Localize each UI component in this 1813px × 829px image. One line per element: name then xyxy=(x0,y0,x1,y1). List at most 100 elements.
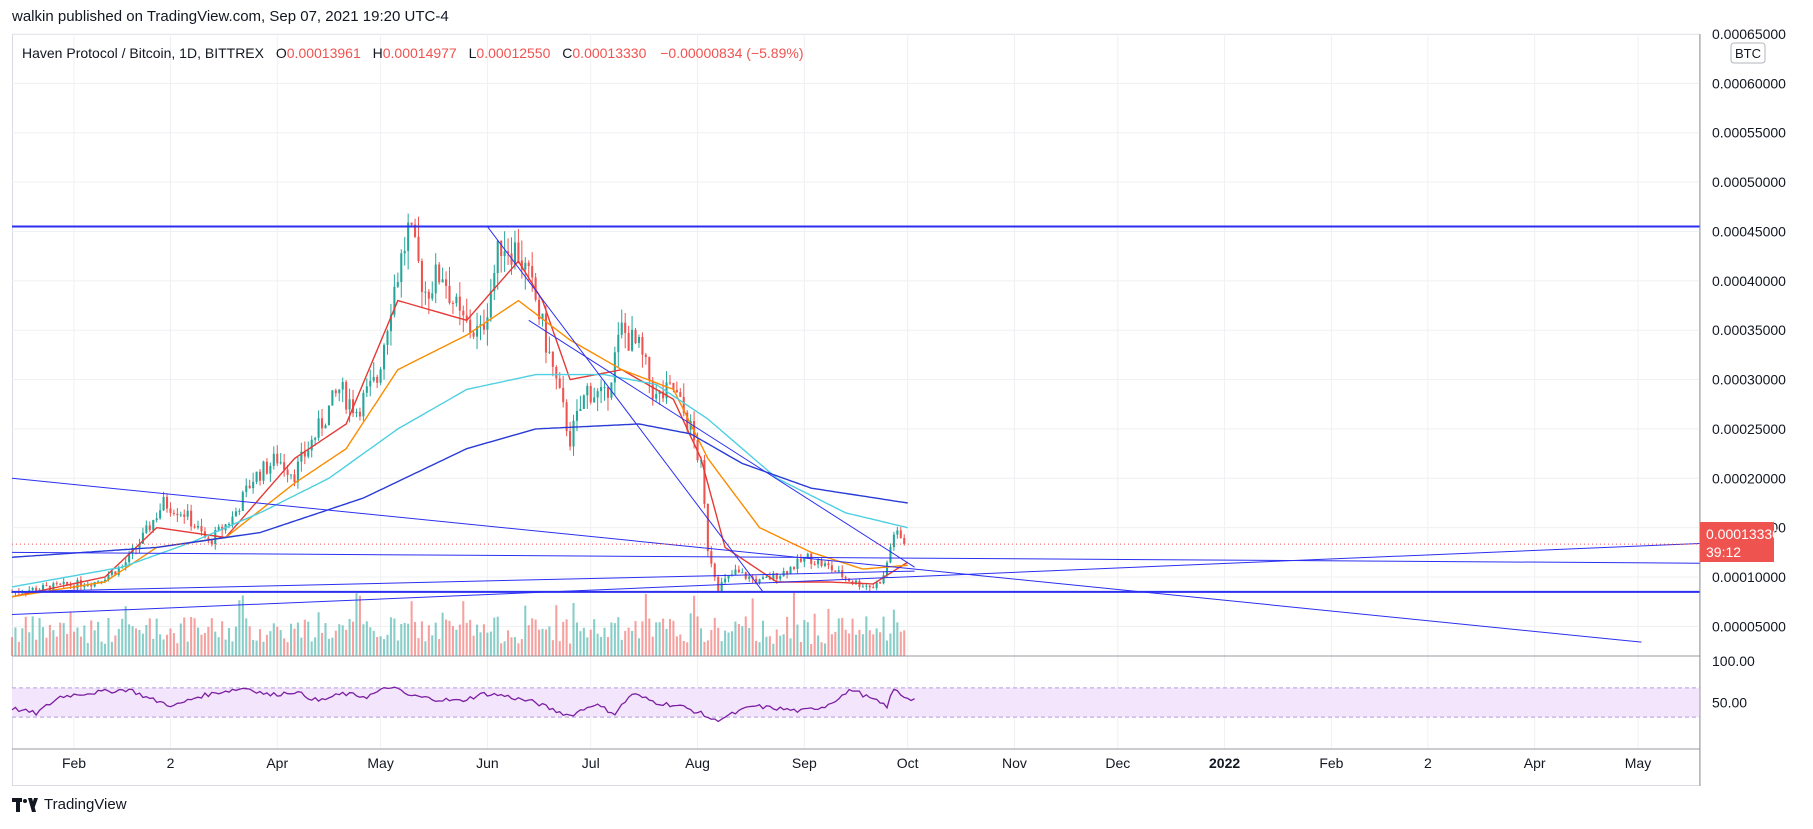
volume-bar xyxy=(24,616,27,656)
candle-body xyxy=(217,526,220,531)
candle-body xyxy=(458,296,461,311)
volume-bar xyxy=(813,613,816,656)
volume-bar xyxy=(272,623,275,656)
candle-body xyxy=(86,585,89,587)
volume-bar xyxy=(410,601,413,656)
volume-bar xyxy=(827,608,830,656)
candle-body xyxy=(97,581,100,583)
candle-body xyxy=(303,451,306,457)
volume-bar xyxy=(730,631,734,656)
volume-bar xyxy=(365,621,368,656)
volume-bar xyxy=(844,629,847,656)
candle-body xyxy=(765,576,768,578)
candle-body xyxy=(603,387,606,389)
candle-body xyxy=(138,543,141,549)
rsi-tick-label: 100.00 xyxy=(1712,653,1755,669)
candle-body xyxy=(617,334,620,353)
candle-body xyxy=(76,579,79,589)
volume-bar xyxy=(538,629,541,656)
volume-bar xyxy=(448,620,451,656)
volume-bar xyxy=(903,630,906,656)
candle-body xyxy=(227,523,231,525)
candle-body xyxy=(162,496,165,511)
volume-bar xyxy=(179,623,182,656)
volume-bar xyxy=(376,636,379,656)
volume-bar xyxy=(665,628,668,656)
volume-bar xyxy=(62,623,65,656)
volume-bar xyxy=(355,593,358,656)
volume-bar xyxy=(321,632,324,656)
volume-bar xyxy=(310,641,313,656)
candle-body xyxy=(110,571,113,575)
volume-bar xyxy=(589,629,592,656)
legend-symbol: Haven Protocol / Bitcoin, 1D, BITTREX xyxy=(22,45,265,61)
volume-bar xyxy=(896,622,899,656)
price-tick-label: 0.00010000 xyxy=(1712,569,1786,585)
candle-body xyxy=(407,222,410,251)
volume-bar xyxy=(193,618,196,656)
volume-bar xyxy=(507,630,510,656)
volume-bar xyxy=(445,619,448,656)
volume-bar xyxy=(438,638,441,656)
candle-body xyxy=(565,402,568,432)
candle-body xyxy=(624,322,627,333)
volume-bar xyxy=(231,641,234,656)
time-tick-label: May xyxy=(367,755,393,771)
legend-open: 0.00013961 xyxy=(287,45,361,61)
volume-bar xyxy=(899,631,902,656)
candle-body xyxy=(644,354,647,357)
price-tick-label: 0.00040000 xyxy=(1712,273,1786,289)
candle-body xyxy=(79,579,82,587)
volume-bar xyxy=(641,621,644,656)
volume-bar xyxy=(699,628,703,656)
candle-body xyxy=(272,453,275,466)
volume-bar xyxy=(569,643,572,656)
candle-body xyxy=(165,496,169,509)
volume-bar xyxy=(548,626,551,656)
candle-body xyxy=(744,572,747,579)
volume-bar xyxy=(744,616,747,656)
candle-body xyxy=(465,315,468,320)
candle-body xyxy=(879,582,882,584)
candle-body xyxy=(45,585,48,587)
volume-bar xyxy=(531,618,534,656)
candle-body xyxy=(441,279,444,283)
volume-bar xyxy=(551,640,554,656)
candle-body xyxy=(296,461,299,482)
volume-bar xyxy=(579,631,582,656)
candle-body xyxy=(524,262,527,270)
candle-body xyxy=(868,585,871,588)
candle-body xyxy=(572,420,575,447)
volume-bar xyxy=(810,643,813,656)
volume-bar xyxy=(165,634,169,656)
candle-body xyxy=(290,474,293,476)
price-tick-label: 0.00030000 xyxy=(1712,372,1786,388)
volume-bar xyxy=(66,633,69,656)
candle-body xyxy=(472,332,475,337)
candle-body xyxy=(486,317,489,330)
candle-body xyxy=(830,565,833,571)
candle-body xyxy=(579,408,582,411)
candle-body xyxy=(424,291,427,293)
candle-body xyxy=(324,425,327,429)
candle-body xyxy=(331,390,334,406)
volume-bar xyxy=(500,643,503,656)
volume-bar xyxy=(290,623,293,656)
candle-body xyxy=(300,451,303,462)
candle-body xyxy=(796,558,799,569)
candle-body xyxy=(727,575,730,579)
volume-bar xyxy=(345,629,348,656)
candle-body xyxy=(792,567,796,569)
candle-body xyxy=(66,581,69,585)
currency-badge[interactable]: BTC xyxy=(1730,42,1766,64)
candle-body xyxy=(665,382,668,399)
volume-bar xyxy=(417,638,420,656)
volume-bar xyxy=(472,635,475,656)
volume-bar xyxy=(296,622,299,656)
volume-bar xyxy=(503,641,506,656)
volume-bar xyxy=(624,630,627,656)
legend-close-label: C xyxy=(562,45,572,61)
volume-bar xyxy=(648,618,651,656)
volume-bar xyxy=(124,606,127,656)
